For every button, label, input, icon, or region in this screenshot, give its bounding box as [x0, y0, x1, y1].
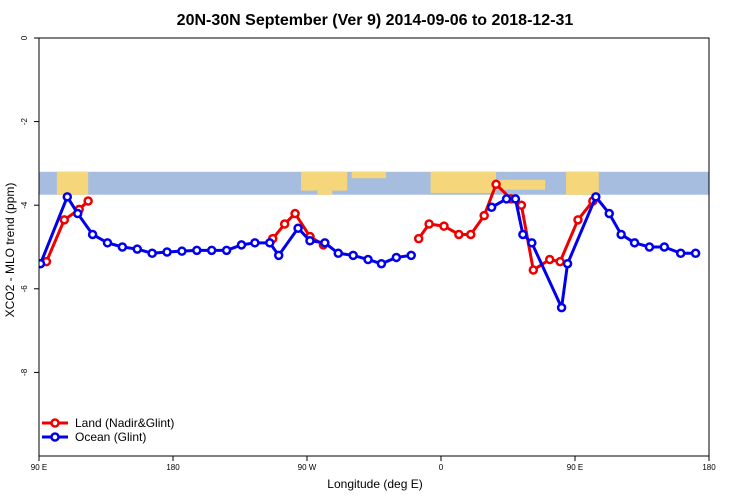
land-data-point: [466, 229, 476, 240]
ocean-data-point: [177, 246, 187, 256]
land-data-point: [454, 229, 464, 240]
ocean-data-point: [604, 208, 614, 219]
ocean-data-point: [510, 194, 521, 204]
land-series-line: [45, 199, 90, 263]
map-land: [317, 190, 333, 195]
map-land: [566, 171, 599, 195]
ocean-data-point: [690, 248, 701, 259]
land-data-point: [491, 179, 501, 190]
ocean-data-point: [629, 238, 640, 248]
map-band: [39, 171, 709, 195]
ocean-data-point: [293, 223, 303, 233]
map-land: [496, 179, 546, 190]
ocean-data-point: [147, 248, 157, 259]
land-data-point: [290, 208, 300, 219]
ocean-data-point: [333, 248, 344, 259]
ocean-data-point: [102, 238, 113, 248]
land-data-point: [555, 256, 565, 267]
map-land: [351, 171, 386, 179]
x-tick-label: 180: [166, 463, 180, 472]
ocean-data-point: [501, 194, 512, 204]
ocean-data-point: [192, 245, 202, 256]
ocean-data-point: [162, 247, 172, 257]
ocean-data-point: [376, 258, 387, 269]
x-tick-label: 180: [702, 463, 716, 472]
ocean-data-point: [39, 258, 46, 269]
plot-frame: [38, 37, 710, 457]
land-data-point: [424, 219, 434, 229]
y-tick-label: -6: [20, 285, 29, 293]
map-land: [301, 171, 348, 191]
y-tick-label: -4: [20, 201, 29, 209]
ocean-data-point: [486, 202, 497, 213]
map-land: [56, 171, 89, 195]
ocean-data-point: [221, 245, 232, 256]
land-legend-label: Land (Nadir&Glint): [75, 416, 174, 430]
land-data-point: [516, 200, 527, 210]
land-data-point: [83, 196, 93, 206]
y-tick-label: -8: [20, 368, 29, 376]
ocean-data-point: [320, 238, 330, 248]
ocean-data-point: [391, 252, 402, 263]
ocean-data-point: [518, 229, 528, 240]
land-data-point: [59, 215, 70, 225]
y-tick-label: 0: [20, 35, 29, 40]
land-data-point: [439, 221, 449, 231]
y-axis-label: XCO2 - MLO trend (ppm): [3, 183, 17, 318]
land-data-point: [413, 233, 424, 244]
ocean-data-point: [273, 250, 284, 261]
ocean-data-point: [305, 235, 315, 246]
ocean-data-point: [644, 242, 655, 252]
ocean-data-point: [87, 229, 98, 240]
ocean-data-point: [250, 238, 260, 248]
ocean-data-point: [62, 192, 73, 202]
legend: Land (Nadir&Glint)Ocean (Glint): [42, 416, 174, 444]
ocean-data-point: [406, 250, 416, 261]
ocean-data-point: [556, 302, 567, 313]
ocean-data-point: [562, 258, 573, 269]
ocean-data-point: [591, 192, 601, 202]
ocean-data-point: [117, 242, 128, 252]
chart-title: 20N-30N September (Ver 9) 2014-09-06 to …: [177, 12, 574, 29]
x-tick-label: 90 E: [567, 463, 583, 472]
ocean-data-point: [527, 238, 537, 248]
ocean-data-point: [348, 250, 358, 261]
land-data-point: [528, 265, 539, 275]
land-data-point: [544, 254, 555, 265]
series-layer: [39, 179, 701, 313]
land-data-point: [573, 215, 583, 225]
x-tick-label: 0: [439, 463, 444, 472]
ocean-legend-marker: [50, 432, 60, 442]
ocean-data-point: [675, 248, 686, 259]
ocean-legend-label: Ocean (Glint): [75, 430, 146, 444]
ocean-data-point: [206, 245, 217, 256]
land-legend-marker: [50, 418, 60, 428]
axes: 90 E 180 90 W 0 90 E 180 0 -2 -4 -6 -8: [20, 35, 716, 472]
x-tick-label: 90 E: [31, 463, 47, 472]
ocean-data-point: [265, 238, 275, 248]
ocean-data-point: [659, 242, 670, 252]
x-axis-label: Longitude (deg E): [327, 477, 422, 491]
y-tick-label: -2: [20, 117, 29, 125]
ocean-data-point: [236, 240, 247, 250]
land-data-point: [279, 219, 290, 229]
x-tick-label: 90 W: [298, 463, 317, 472]
map-land: [430, 171, 497, 193]
ocean-data-point: [363, 254, 373, 265]
ocean-data-point: [132, 244, 143, 254]
ocean-data-point: [72, 208, 83, 219]
ocean-data-point: [616, 229, 626, 240]
land-data-point: [479, 210, 489, 221]
